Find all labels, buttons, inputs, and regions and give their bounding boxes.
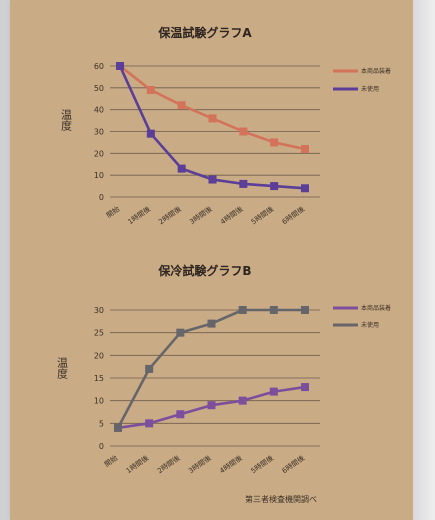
chart-a-yticks: 0 10 20 30 40 50 60 (94, 62, 104, 202)
y-tick-label: 40 (94, 106, 104, 115)
chart-b-title: 保冷試験グラフB (157, 263, 251, 278)
y-tick-label: 0 (99, 193, 104, 202)
x-tick-label: 6時間後 (280, 204, 306, 226)
chart-a-title: 保温試験グラフA (157, 25, 252, 40)
footer-note: 第三者検査機関調べ (245, 494, 317, 504)
data-point (269, 387, 278, 396)
legend-b-product-label: 本商品装着 (361, 304, 391, 312)
y-tick-label: 10 (94, 171, 104, 180)
y-tick-label: 20 (94, 149, 104, 158)
y-tick-label: 15 (94, 374, 104, 383)
data-point (176, 328, 185, 337)
chart-b-xticks: 開始 1時間後 2時間後 3時間後 4時間後 5時間後 6時間後 (103, 453, 307, 475)
x-tick-label: 2時間後 (157, 204, 183, 226)
data-point (270, 138, 279, 147)
chart-a-legend: 本商品装着 未使用 (333, 67, 391, 93)
y-tick-label: 10 (94, 397, 104, 406)
x-tick-label: 開始 (105, 204, 122, 219)
data-point (301, 144, 309, 153)
data-point (146, 86, 155, 95)
chart-a-xticks: 開始 1時間後 2時間後 3時間後 4時間後 5時間後 6時間後 (105, 204, 307, 226)
chart-a-grid (110, 65, 320, 198)
chart-a: 保温試験グラフA 温度 0 10 20 30 40 50 60 開始 1時間後 2時間後 3時間後… (60, 25, 392, 226)
x-tick-label: 3時間後 (188, 204, 214, 226)
data-point (207, 319, 216, 328)
data-point (176, 410, 185, 419)
x-tick-label: 3時間後 (187, 453, 213, 475)
data-point (114, 423, 122, 432)
y-tick-label: 30 (94, 128, 104, 137)
data-point (207, 401, 216, 410)
chart-b-ylabel: 温度 (56, 357, 69, 380)
data-point (270, 182, 279, 191)
chart-b-series (114, 306, 309, 432)
x-tick-label: 2時間後 (155, 453, 181, 475)
data-point (208, 114, 217, 123)
data-point (238, 306, 247, 314)
chart-a-ylabel: 温度 (60, 109, 73, 132)
y-tick-label: 20 (94, 351, 104, 360)
y-tick-label: 60 (94, 62, 104, 71)
series-line-other (118, 65, 306, 190)
x-tick-label: 1時間後 (126, 204, 152, 226)
legend-b-other-label: 未使用 (361, 321, 379, 329)
chart-b-yticks: 0 5 10 15 20 25 30 (94, 306, 104, 451)
data-point (269, 306, 278, 314)
x-tick-label: 6時間後 (280, 453, 306, 475)
x-tick-label: 開始 (103, 453, 120, 468)
data-point (146, 129, 155, 138)
data-point (177, 164, 186, 173)
chart-a-series (116, 62, 309, 193)
cardboard-box (10, 0, 415, 520)
data-point (301, 306, 309, 314)
data-point (238, 396, 247, 405)
data-point (239, 127, 248, 136)
y-tick-label: 50 (94, 84, 104, 93)
data-point (239, 179, 248, 188)
y-tick-label: 5 (99, 419, 104, 428)
x-tick-label: 1時間後 (124, 453, 150, 475)
legend-a-other-label: 未使用 (361, 85, 379, 93)
data-point (177, 101, 186, 110)
x-tick-label: 4時間後 (218, 204, 244, 226)
y-tick-label: 25 (94, 329, 104, 338)
x-tick-label: 5時間後 (249, 453, 275, 475)
y-tick-label: 30 (94, 306, 104, 315)
chart-b-legend: 本商品装着 未使用 (333, 304, 391, 329)
data-point (145, 419, 154, 428)
legend-a-product-label: 本商品装着 (361, 67, 391, 75)
x-tick-label: 5時間後 (249, 204, 275, 226)
data-point (208, 175, 217, 184)
data-point (301, 184, 309, 193)
data-point (145, 364, 154, 373)
box-side-edge (413, 0, 435, 520)
x-tick-label: 4時間後 (218, 453, 244, 475)
y-tick-label: 0 (99, 442, 104, 451)
data-point (301, 383, 309, 392)
data-point (116, 62, 124, 70)
chart-b: 保冷試験グラフB 温度 0 5 10 15 20 25 30 開始 1時間後 2時間後 3時間後 4… (56, 263, 392, 475)
